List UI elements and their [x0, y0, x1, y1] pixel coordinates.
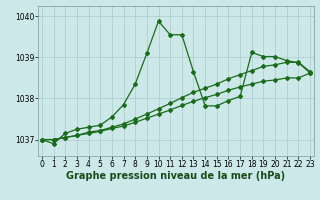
- X-axis label: Graphe pression niveau de la mer (hPa): Graphe pression niveau de la mer (hPa): [67, 171, 285, 181]
